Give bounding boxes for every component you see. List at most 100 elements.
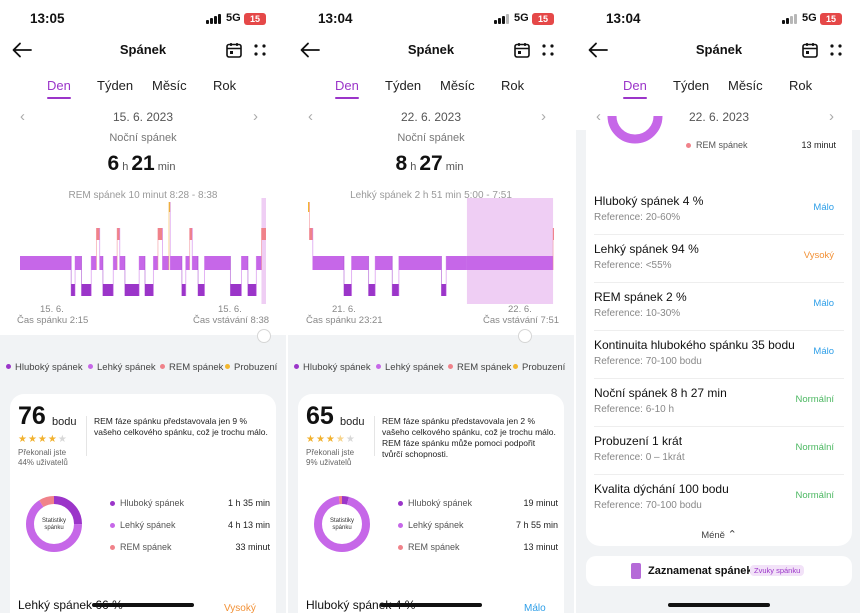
chevron-up-icon: ⌃: [727, 529, 737, 541]
tab-day[interactable]: Den: [623, 78, 647, 99]
tab-year[interactable]: Rok: [501, 78, 525, 93]
tab-week[interactable]: Týden: [385, 78, 422, 93]
chevron-right-icon[interactable]: ›: [541, 108, 546, 125]
stage-segment-light: [351, 256, 369, 270]
four-dots-icon[interactable]: [830, 44, 842, 56]
stage-transition: [162, 228, 163, 270]
stage-transition: [138, 256, 140, 296]
stage-segment-rem: [261, 228, 266, 240]
home-indicator[interactable]: [668, 603, 770, 607]
stat-row-rem: REM spánek 13 minut: [686, 140, 836, 152]
status-time: 13:04: [318, 11, 353, 26]
chart-start-date: 15. 6.: [40, 304, 64, 315]
four-dots-icon[interactable]: [542, 44, 554, 56]
arrow-left-icon[interactable]: [588, 42, 608, 58]
score-description: REM fáze spánku představovala jen 2 % va…: [382, 416, 556, 459]
page-title: Spánek: [119, 42, 167, 57]
stage-segment-light: [204, 256, 231, 270]
home-indicator[interactable]: [92, 603, 194, 607]
stage-transition: [343, 256, 345, 296]
stage-segment-light: [20, 256, 72, 270]
signal-icon: [782, 14, 798, 24]
stage-transition: [181, 256, 183, 296]
metric-breathing-quality[interactable]: Kvalita dýchání 100 bodu Reference: 70-10…: [594, 482, 834, 511]
stage-transition: [309, 202, 310, 240]
metric-rem-sleep[interactable]: REM spánek 2 % Reference: 10-30% Málo: [594, 290, 844, 338]
tab-year[interactable]: Rok: [789, 78, 813, 93]
chart-scrubber-handle[interactable]: [518, 329, 532, 343]
stage-transition: [445, 256, 447, 296]
tab-month[interactable]: Měsíc: [440, 78, 475, 93]
stage-segment-deep: [247, 284, 257, 296]
stage-segment-light: [241, 256, 248, 270]
chevron-left-icon[interactable]: ‹: [308, 108, 313, 125]
stage-segment-deep: [230, 284, 242, 296]
network-label: 5G: [514, 12, 529, 24]
arrow-left-icon[interactable]: [300, 42, 320, 58]
chevron-left-icon[interactable]: ‹: [20, 108, 25, 125]
chart-end-date: 22. 6.: [508, 304, 532, 315]
duration-hours: 6: [107, 152, 120, 175]
stage-segment-light: [312, 256, 344, 270]
score-description: REM fáze spánku představovala jen 9 % va…: [94, 416, 268, 437]
sleep-stage-chart[interactable]: [308, 198, 554, 304]
stat-row-light: Lehký spánek 4 h 13 min: [110, 520, 270, 532]
stage-segment-light: [113, 256, 118, 270]
sleep-stats-donut[interactable]: [312, 494, 372, 554]
battery-badge: 15: [244, 13, 266, 25]
chart-scrubber-handle[interactable]: [257, 329, 271, 343]
chevron-left-icon[interactable]: ‹: [596, 108, 601, 125]
tab-week[interactable]: Týden: [673, 78, 710, 93]
stat-row-deep: Hluboký spánek 1 h 35 min: [110, 498, 270, 510]
top-panel: 13:04 5G 15 Spánek Den Týden Měsíc Rok ‹…: [576, 0, 860, 130]
selected-stage-note: REM spánek 10 minut 8:28 - 8:38: [68, 190, 218, 201]
stage-transition: [112, 256, 114, 296]
tab-day[interactable]: Den: [335, 78, 359, 99]
sleep-score-card: 76 bodu ★★★★★ Překonali jste 44% uživatel…: [10, 394, 276, 613]
metric-awakenings[interactable]: Probuzení 1 krát Reference: 0 – 1krát Norm…: [594, 434, 844, 482]
record-sleep-button[interactable]: Zaznamenat spánek Zvuky spánku: [586, 556, 852, 586]
sleep-stats-donut-partial: [607, 115, 663, 144]
stage-segment-rem: [117, 228, 120, 240]
legend-light: Lehký spánek: [88, 362, 156, 373]
selected-stage-highlight: [466, 198, 554, 304]
tab-month[interactable]: Měsíc: [152, 78, 187, 93]
sleep-duration: 8 h 27 min: [288, 152, 574, 176]
four-dots-icon[interactable]: [254, 44, 266, 56]
calendar-icon[interactable]: [226, 42, 242, 58]
tab-month[interactable]: Měsíc: [728, 78, 763, 93]
chevron-right-icon[interactable]: ›: [253, 108, 258, 125]
duration-hours-unit: h: [410, 161, 417, 173]
stage-segment-light: [91, 256, 97, 270]
tab-week[interactable]: Týden: [97, 78, 134, 93]
calendar-icon[interactable]: [802, 42, 818, 58]
stage-segment-light: [185, 256, 190, 270]
home-indicator[interactable]: [380, 603, 482, 607]
metric-deep-continuity[interactable]: Kontinuita hlubokého spánku 35 bodu Refer…: [594, 338, 844, 386]
stage-transition: [99, 228, 101, 270]
sleep-score: 65: [306, 402, 334, 430]
metric-night-sleep[interactable]: Noční spánek 8 h 27 min Reference: 6-10 h…: [594, 386, 844, 434]
metric-deep-sleep[interactable]: Hluboký spánek 4 % Reference: 20-60% Málo: [594, 194, 844, 242]
duration-minutes-unit: min: [445, 161, 464, 173]
chevron-right-icon[interactable]: ›: [829, 108, 834, 125]
sleep-stats-donut[interactable]: [24, 494, 84, 554]
date-label: 22. 6. 2023: [688, 110, 750, 124]
calendar-icon[interactable]: [514, 42, 530, 58]
tab-year[interactable]: Rok: [213, 78, 237, 93]
legend-deep: Hluboký spánek: [6, 362, 83, 373]
arrow-left-icon[interactable]: [12, 42, 32, 58]
stage-transition: [116, 228, 118, 270]
show-less-button[interactable]: Méně ⌃: [701, 529, 737, 541]
tab-day[interactable]: Den: [47, 78, 71, 99]
sleep-stage-chart[interactable]: [20, 198, 266, 304]
percentile-text: Překonali jste 44% uživatelů: [18, 448, 68, 467]
stage-segment-light: [119, 256, 125, 270]
metric-light-sleep[interactable]: Lehký spánek 94 % Reference: <55% Vysoký: [594, 242, 844, 290]
sleep-sounds-badge[interactable]: Zvuky spánku: [750, 565, 805, 576]
divider: [86, 416, 87, 456]
stage-transition: [74, 256, 76, 296]
donut-slice-rem: [26, 496, 82, 552]
stage-transition: [124, 256, 126, 296]
